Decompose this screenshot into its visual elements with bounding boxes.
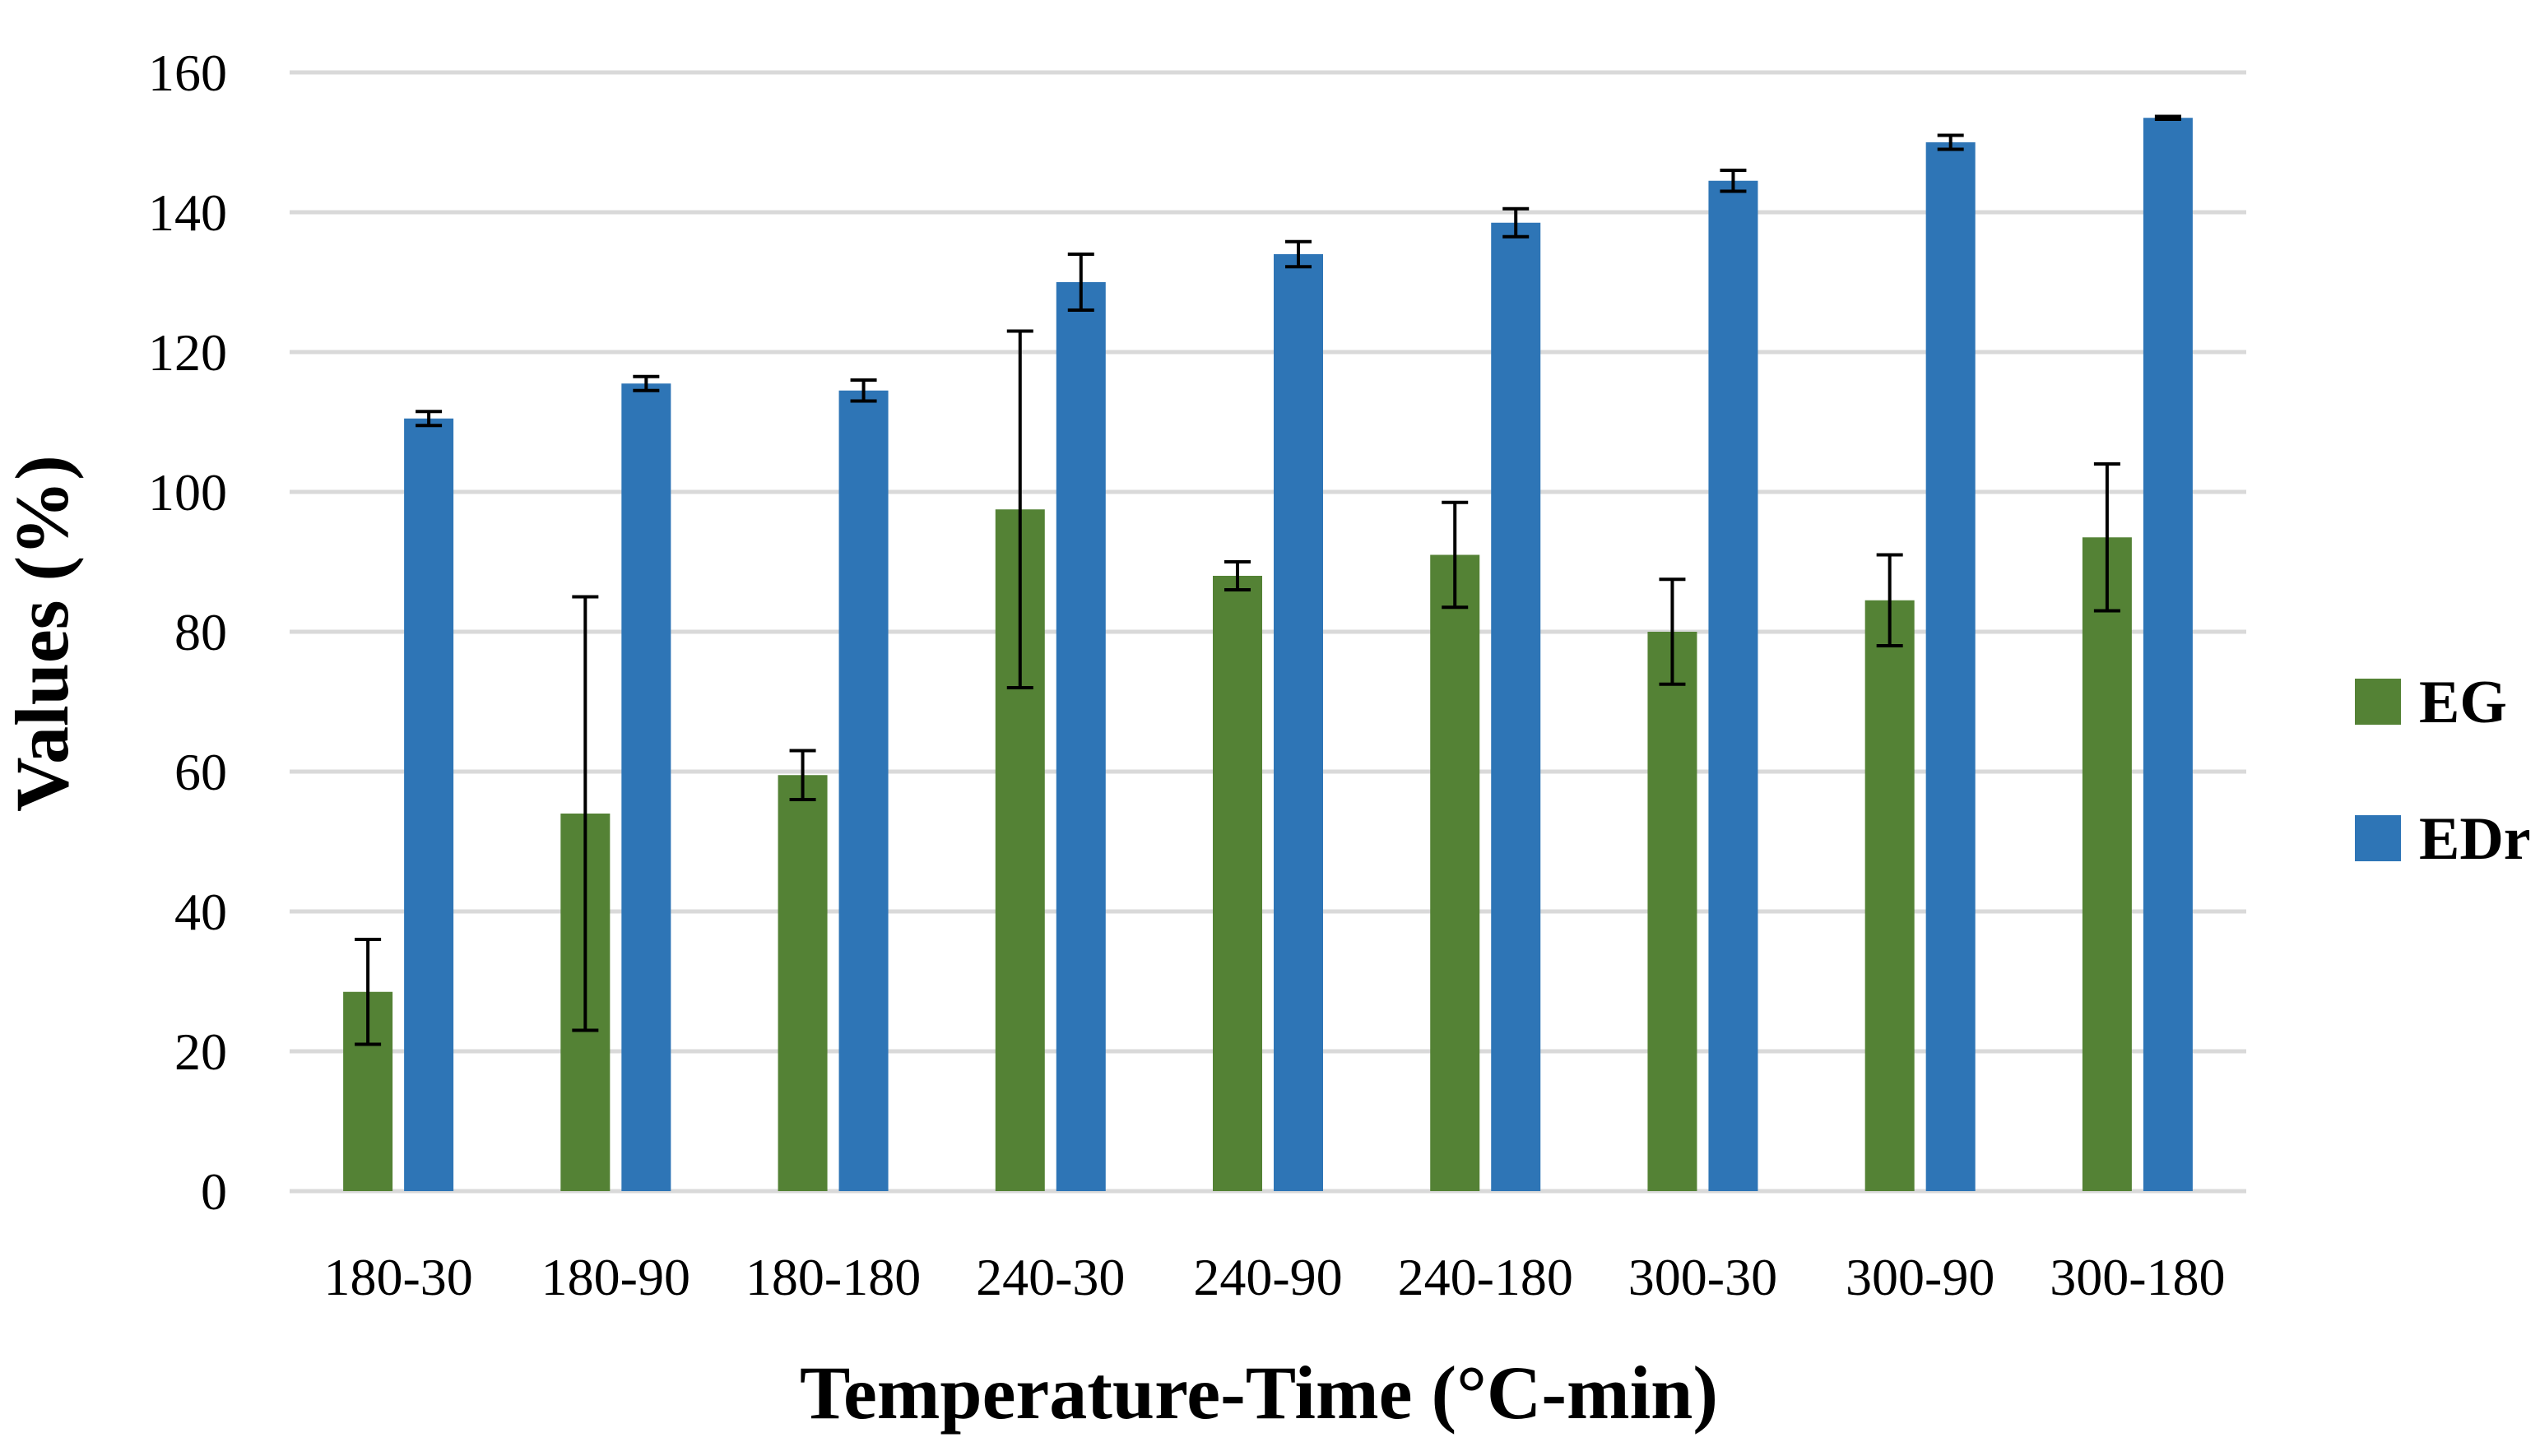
y-tick-label: 40: [174, 883, 227, 941]
x-tick-label: 180-30: [323, 1248, 472, 1306]
legend-swatch-edr: [2355, 815, 2401, 861]
y-tick-label: 120: [148, 323, 227, 382]
bar-eg: [1864, 600, 1915, 1191]
x-tick-label: 180-180: [745, 1248, 921, 1306]
bar-eg: [1647, 632, 1697, 1191]
bar-eg: [1430, 554, 1480, 1191]
x-axis-ticks: 180-30 180-90 180-180 240-30 240-90 240-180 30…: [323, 1248, 2225, 1306]
x-tick-label: 300-30: [1628, 1248, 1777, 1306]
bar-edr: [2143, 118, 2193, 1191]
bar-eg: [1213, 576, 1262, 1191]
y-tick-label: 100: [148, 463, 227, 522]
x-tick-label: 300-90: [1846, 1248, 1994, 1306]
bar-edr: [1708, 180, 1758, 1191]
gridlines: [290, 70, 2246, 1194]
bar-edr: [1491, 222, 1541, 1191]
legend-label-edr: EDr: [2419, 805, 2531, 873]
y-tick-label: 60: [174, 743, 227, 801]
bar-edr: [1056, 282, 1106, 1191]
y-tick-label: 160: [148, 44, 227, 102]
y-axis-title: Values (%): [0, 455, 84, 812]
legend-label-eg: EG: [2419, 669, 2507, 736]
bar-eg: [2082, 537, 2132, 1191]
bar-edr: [404, 418, 454, 1191]
y-axis-ticks: 0 20 40 60 80 100 120 140 160: [148, 44, 227, 1221]
x-tick-label: 240-90: [1193, 1248, 1342, 1306]
bar-edr: [1925, 142, 1976, 1191]
bar-edr: [838, 390, 889, 1191]
bars: [343, 118, 2193, 1191]
error-bars: [355, 114, 2181, 1046]
x-tick-label: 180-90: [541, 1248, 690, 1306]
bar-eg: [778, 775, 828, 1191]
y-tick-label: 20: [174, 1022, 227, 1081]
y-tick-label: 0: [201, 1162, 227, 1221]
x-tick-label: 300-180: [2050, 1248, 2225, 1306]
x-tick-label: 240-30: [976, 1248, 1125, 1306]
bar-edr: [621, 383, 671, 1191]
x-axis-title: Temperature-Time (°C-min): [800, 1351, 1718, 1435]
legend: EG EDr: [2355, 669, 2531, 873]
y-tick-label: 140: [148, 183, 227, 242]
y-tick-label: 80: [174, 603, 227, 661]
legend-swatch-eg: [2355, 679, 2401, 725]
x-tick-label: 240-180: [1398, 1248, 1573, 1306]
bar-edr: [1274, 254, 1323, 1191]
